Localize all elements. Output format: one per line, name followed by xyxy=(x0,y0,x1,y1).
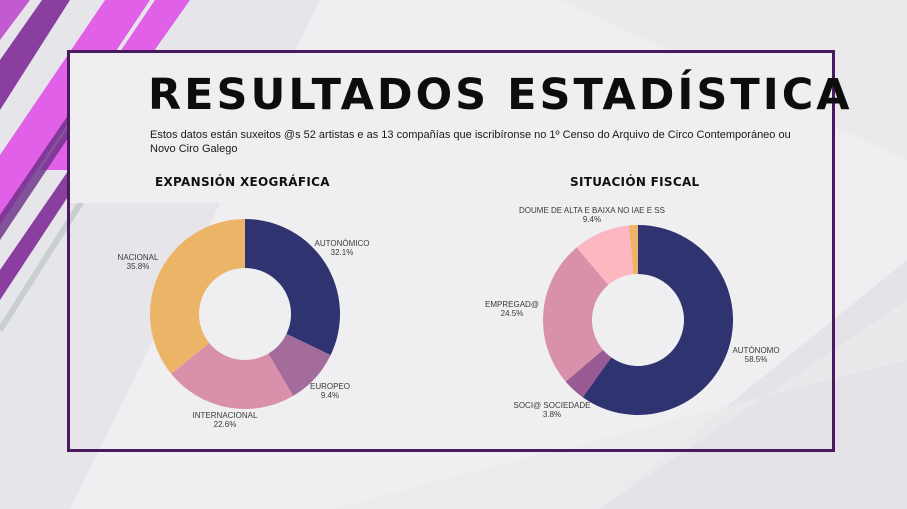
chart-title-fiscal: SITUACIÓN FISCAL xyxy=(570,175,700,189)
slice-label-value: 9.4% xyxy=(321,391,339,400)
slice-label-value: 24.5% xyxy=(501,309,524,318)
slice-internacional xyxy=(171,342,294,409)
slice-label-value: 35.8% xyxy=(127,262,150,271)
slice-label-value: 3.8% xyxy=(543,410,561,419)
slice-label-name: AUTONÓMICO xyxy=(315,239,370,248)
slice-aut-nomo xyxy=(582,225,733,415)
slice-label-value: 32.1% xyxy=(331,248,354,257)
slice-other xyxy=(628,225,638,275)
page-subtitle: Estos datos están suxeitos @s 52 artista… xyxy=(150,129,791,155)
slice-label-value: 22.6% xyxy=(214,420,237,429)
chart-title-expansion: EXPANSIÓN XEOGRÁFICA xyxy=(155,175,330,189)
slice-doume-de-alta-e-baixa-no-iae-e-ss xyxy=(576,225,634,285)
slice-label-name: AUTÓNOMO xyxy=(732,346,779,355)
slice-label-name: EMPREGAD@ xyxy=(485,300,539,309)
slice-label-name: INTERNACIONAL xyxy=(193,411,258,420)
slice-empregad- xyxy=(543,247,609,382)
slice-label-value: 58.5% xyxy=(745,355,768,364)
slice-label-name: DOUME DE ALTA E BAIXA NO IAE E SS xyxy=(519,206,665,215)
slice-label-name: NACIONAL xyxy=(118,253,159,262)
slice-europeo xyxy=(268,333,331,396)
slice-auton-mico xyxy=(245,219,340,356)
page-title: RESULTADOS ESTADÍSTICA xyxy=(148,70,853,120)
frame-mask xyxy=(70,53,832,203)
slice-label-name: SOCI@ SOCIEDADE xyxy=(513,401,590,410)
stripe-purple-1 xyxy=(0,0,70,110)
slice-label-value: 9.4% xyxy=(583,215,601,224)
slice-nacional xyxy=(150,219,245,374)
content-frame xyxy=(67,50,835,452)
slice-label-name: EUROPEO xyxy=(310,382,350,391)
slice-soci-sociedade xyxy=(565,349,612,398)
